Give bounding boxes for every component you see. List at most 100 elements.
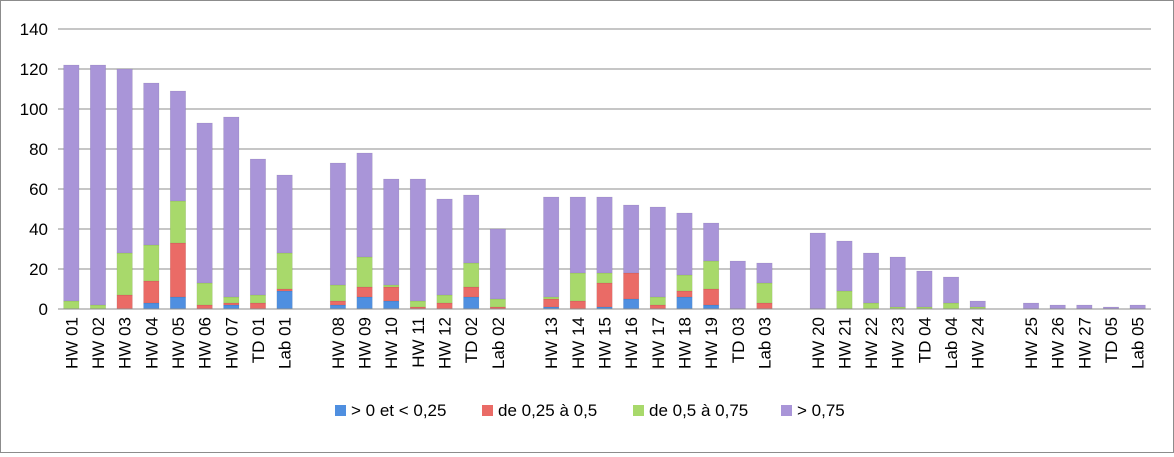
bar-segment [489,298,506,308]
x-category-label: HW 23 [889,317,908,369]
bar-segment [943,276,960,304]
bar-segment [676,212,693,276]
bar-segment [543,298,560,308]
bar-segment [703,304,720,310]
bar-segment [143,302,160,310]
bar-segment [276,174,293,254]
bar-segment [569,272,586,302]
y-tick-label: 40 [29,220,48,239]
bar-segment [383,286,400,302]
bar-segment [196,122,213,284]
x-category-label: HW 05 [169,317,188,369]
x-category-label: HW 13 [542,317,561,369]
x-category-label: HW 02 [89,317,108,369]
legend-label: de 0,25 à 0,5 [498,401,597,420]
bar-segment [463,296,480,310]
y-axis-tick-labels: 0 20 40 60 80 100 120 140 [20,20,48,319]
bar-segment [329,162,346,286]
bar-segment [383,300,400,310]
y-tick-label: 60 [29,180,48,199]
x-category-label: Lab 01 [276,317,295,369]
bar-segment [463,194,480,264]
bar-segment [596,272,613,284]
bar-segment [436,294,453,304]
bar-segment [676,296,693,310]
bar-segment [623,298,640,310]
legend-swatch [633,405,644,416]
bar-segment [223,302,240,306]
bar-segment [676,274,693,292]
bar-segment [90,304,106,310]
bar-segment [596,282,613,308]
y-tick-label: 0 [39,300,48,319]
bar-segment [223,116,240,298]
x-category-label: TD 03 [729,317,748,363]
x-category-label: Lab 05 [1129,317,1148,369]
bar-segment [436,302,453,310]
bar-segment [543,196,560,298]
bar-segment [463,262,480,288]
bar-segment [63,300,80,310]
y-tick-label: 140 [20,20,48,39]
x-category-label: HW 20 [809,317,828,369]
x-category-label: HW 24 [969,317,988,369]
y-tick-label: 100 [20,100,48,119]
bar-segment [409,178,426,302]
x-category-label: Lab 02 [489,317,508,369]
bar-segment [383,178,400,286]
bar-segment [356,296,373,310]
x-category-label: HW 07 [222,317,241,369]
legend-swatch [482,405,493,416]
bar-segment [703,288,720,306]
bar-segment [196,282,213,306]
legend: > 0 et < 0,25 de 0,25 à 0,5 de 0,5 à 0,75 >… [335,401,845,420]
bar-segment [276,288,293,292]
bar-segment [249,158,266,296]
bar-segment [623,204,640,274]
bar-segment [489,228,506,300]
x-category-label: TD 02 [462,317,481,363]
bar-segment [1023,302,1040,310]
bar-segment [356,286,373,298]
bar-segment [329,304,346,310]
bar-segment [436,198,453,296]
y-tick-label: 120 [20,60,48,79]
bars [63,64,1146,310]
x-category-label: HW 19 [702,317,721,369]
x-category-label: HW 12 [436,317,455,369]
bar-segment [756,282,773,304]
bar-segment [249,294,266,304]
bar-segment [356,256,373,288]
x-category-label: Lab 03 [755,317,774,369]
bar-segment [249,302,266,310]
bar-segment [143,244,160,282]
legend-swatch [781,405,792,416]
bar-segment [223,304,240,310]
bar-segment [676,290,693,298]
bar-segment [409,300,426,308]
bar-segment [703,260,720,290]
bar-segment [916,270,933,308]
bar-segment [223,296,240,304]
x-category-label: HW 26 [1049,317,1068,369]
legend-label: > 0,75 [797,401,845,420]
bar-segment [169,200,186,244]
x-category-label: HW 22 [862,317,881,369]
x-category-label: TD 05 [1102,317,1121,363]
bar-segment [116,68,133,254]
bar-segment [90,64,106,306]
bar-segment [169,90,186,202]
bar-segment [649,296,666,306]
bar-segment [356,152,373,258]
bar-segment [329,284,346,302]
y-tick-label: 20 [29,260,48,279]
bar-segment [756,262,773,284]
bar-segment [143,280,160,304]
bar-segment [329,300,346,306]
bar-segment [383,284,400,288]
bar-segment [649,304,666,310]
x-category-label: Lab 04 [942,317,961,369]
x-category-label: HW 09 [356,317,375,369]
bar-segment [543,296,560,300]
